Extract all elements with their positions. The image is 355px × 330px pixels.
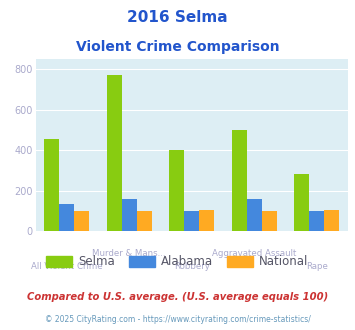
Bar [137,211,152,231]
Bar [184,211,199,231]
Text: © 2025 CityRating.com - https://www.cityrating.com/crime-statistics/: © 2025 CityRating.com - https://www.city… [45,315,310,324]
Bar [74,211,89,231]
Bar [247,199,262,231]
Bar [59,204,74,231]
Bar [44,139,59,231]
Bar [169,150,184,231]
Bar [262,211,277,231]
Bar [294,175,309,231]
Text: Violent Crime Comparison: Violent Crime Comparison [76,40,279,53]
Text: Compared to U.S. average. (U.S. average equals 100): Compared to U.S. average. (U.S. average … [27,292,328,302]
Bar [232,130,247,231]
Bar [309,211,324,231]
Bar [122,199,137,231]
Text: Murder & Mans...: Murder & Mans... [92,249,166,258]
Legend: Selma, Alabama, National: Selma, Alabama, National [42,250,313,273]
Text: Rape: Rape [306,262,328,271]
Text: 2016 Selma: 2016 Selma [127,10,228,25]
Bar [199,210,214,231]
Bar [107,75,122,231]
Text: Aggravated Assault: Aggravated Assault [212,249,296,258]
Text: All Violent Crime: All Violent Crime [31,262,103,271]
Bar [324,210,339,231]
Text: Robbery: Robbery [174,262,210,271]
